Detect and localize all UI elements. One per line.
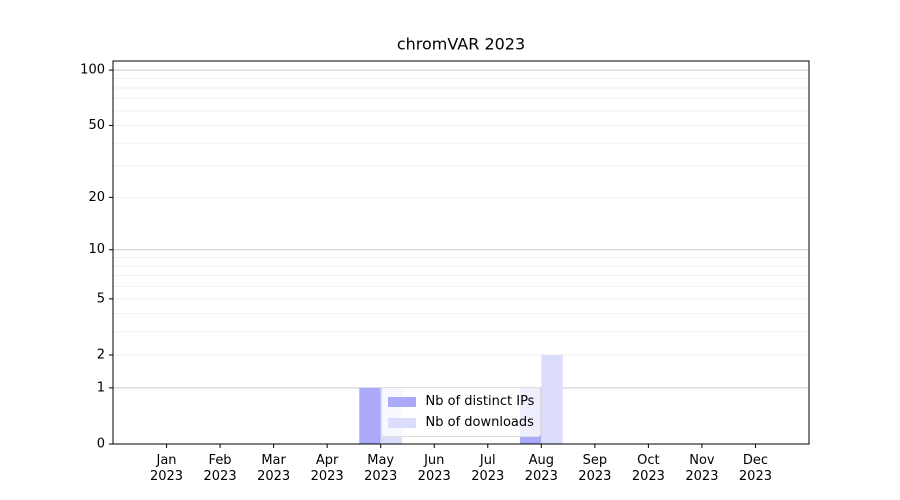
legend-label: Nb of downloads (425, 415, 534, 430)
x-tick-label: Jul 2023 (471, 453, 505, 484)
y-tick-label: 5 (97, 291, 105, 306)
bar (541, 354, 563, 444)
x-tick-label: Sep 2023 (578, 453, 612, 484)
x-tick-label: Nov 2023 (685, 453, 719, 484)
x-tick-label: Feb 2023 (203, 453, 237, 484)
plot-frame (112, 60, 810, 445)
y-tick-label: 100 (80, 63, 105, 78)
x-tick-label: Mar 2023 (257, 453, 291, 484)
y-tick-label: 20 (88, 190, 105, 205)
legend-label: Nb of distinct IPs (425, 394, 535, 409)
x-tick-label: Apr 2023 (310, 453, 344, 484)
legend: Nb of distinct IPs Nb of downloads (380, 387, 542, 437)
x-tick-label: Dec 2023 (738, 453, 772, 484)
legend-item: Nb of downloads (387, 412, 535, 433)
legend-item: Nb of distinct IPs (387, 391, 535, 412)
y-tick-label: 10 (88, 242, 105, 257)
y-tick-label: 0 (97, 437, 105, 452)
x-tick-label: Oct 2023 (631, 453, 665, 484)
legend-swatch (387, 417, 416, 428)
x-tick-label: Jan 2023 (149, 453, 184, 484)
x-tick-label: Jun 2023 (417, 453, 451, 484)
y-tick-label: 1 (97, 380, 105, 395)
chart-title: chromVAR 2023 (397, 35, 525, 54)
y-tick-label: 50 (88, 118, 105, 133)
bar (359, 387, 381, 444)
legend-swatch (387, 396, 416, 407)
x-tick-label: Aug 2023 (524, 453, 558, 484)
y-tick-label: 2 (97, 347, 105, 362)
x-tick-label: May 2023 (364, 453, 398, 484)
